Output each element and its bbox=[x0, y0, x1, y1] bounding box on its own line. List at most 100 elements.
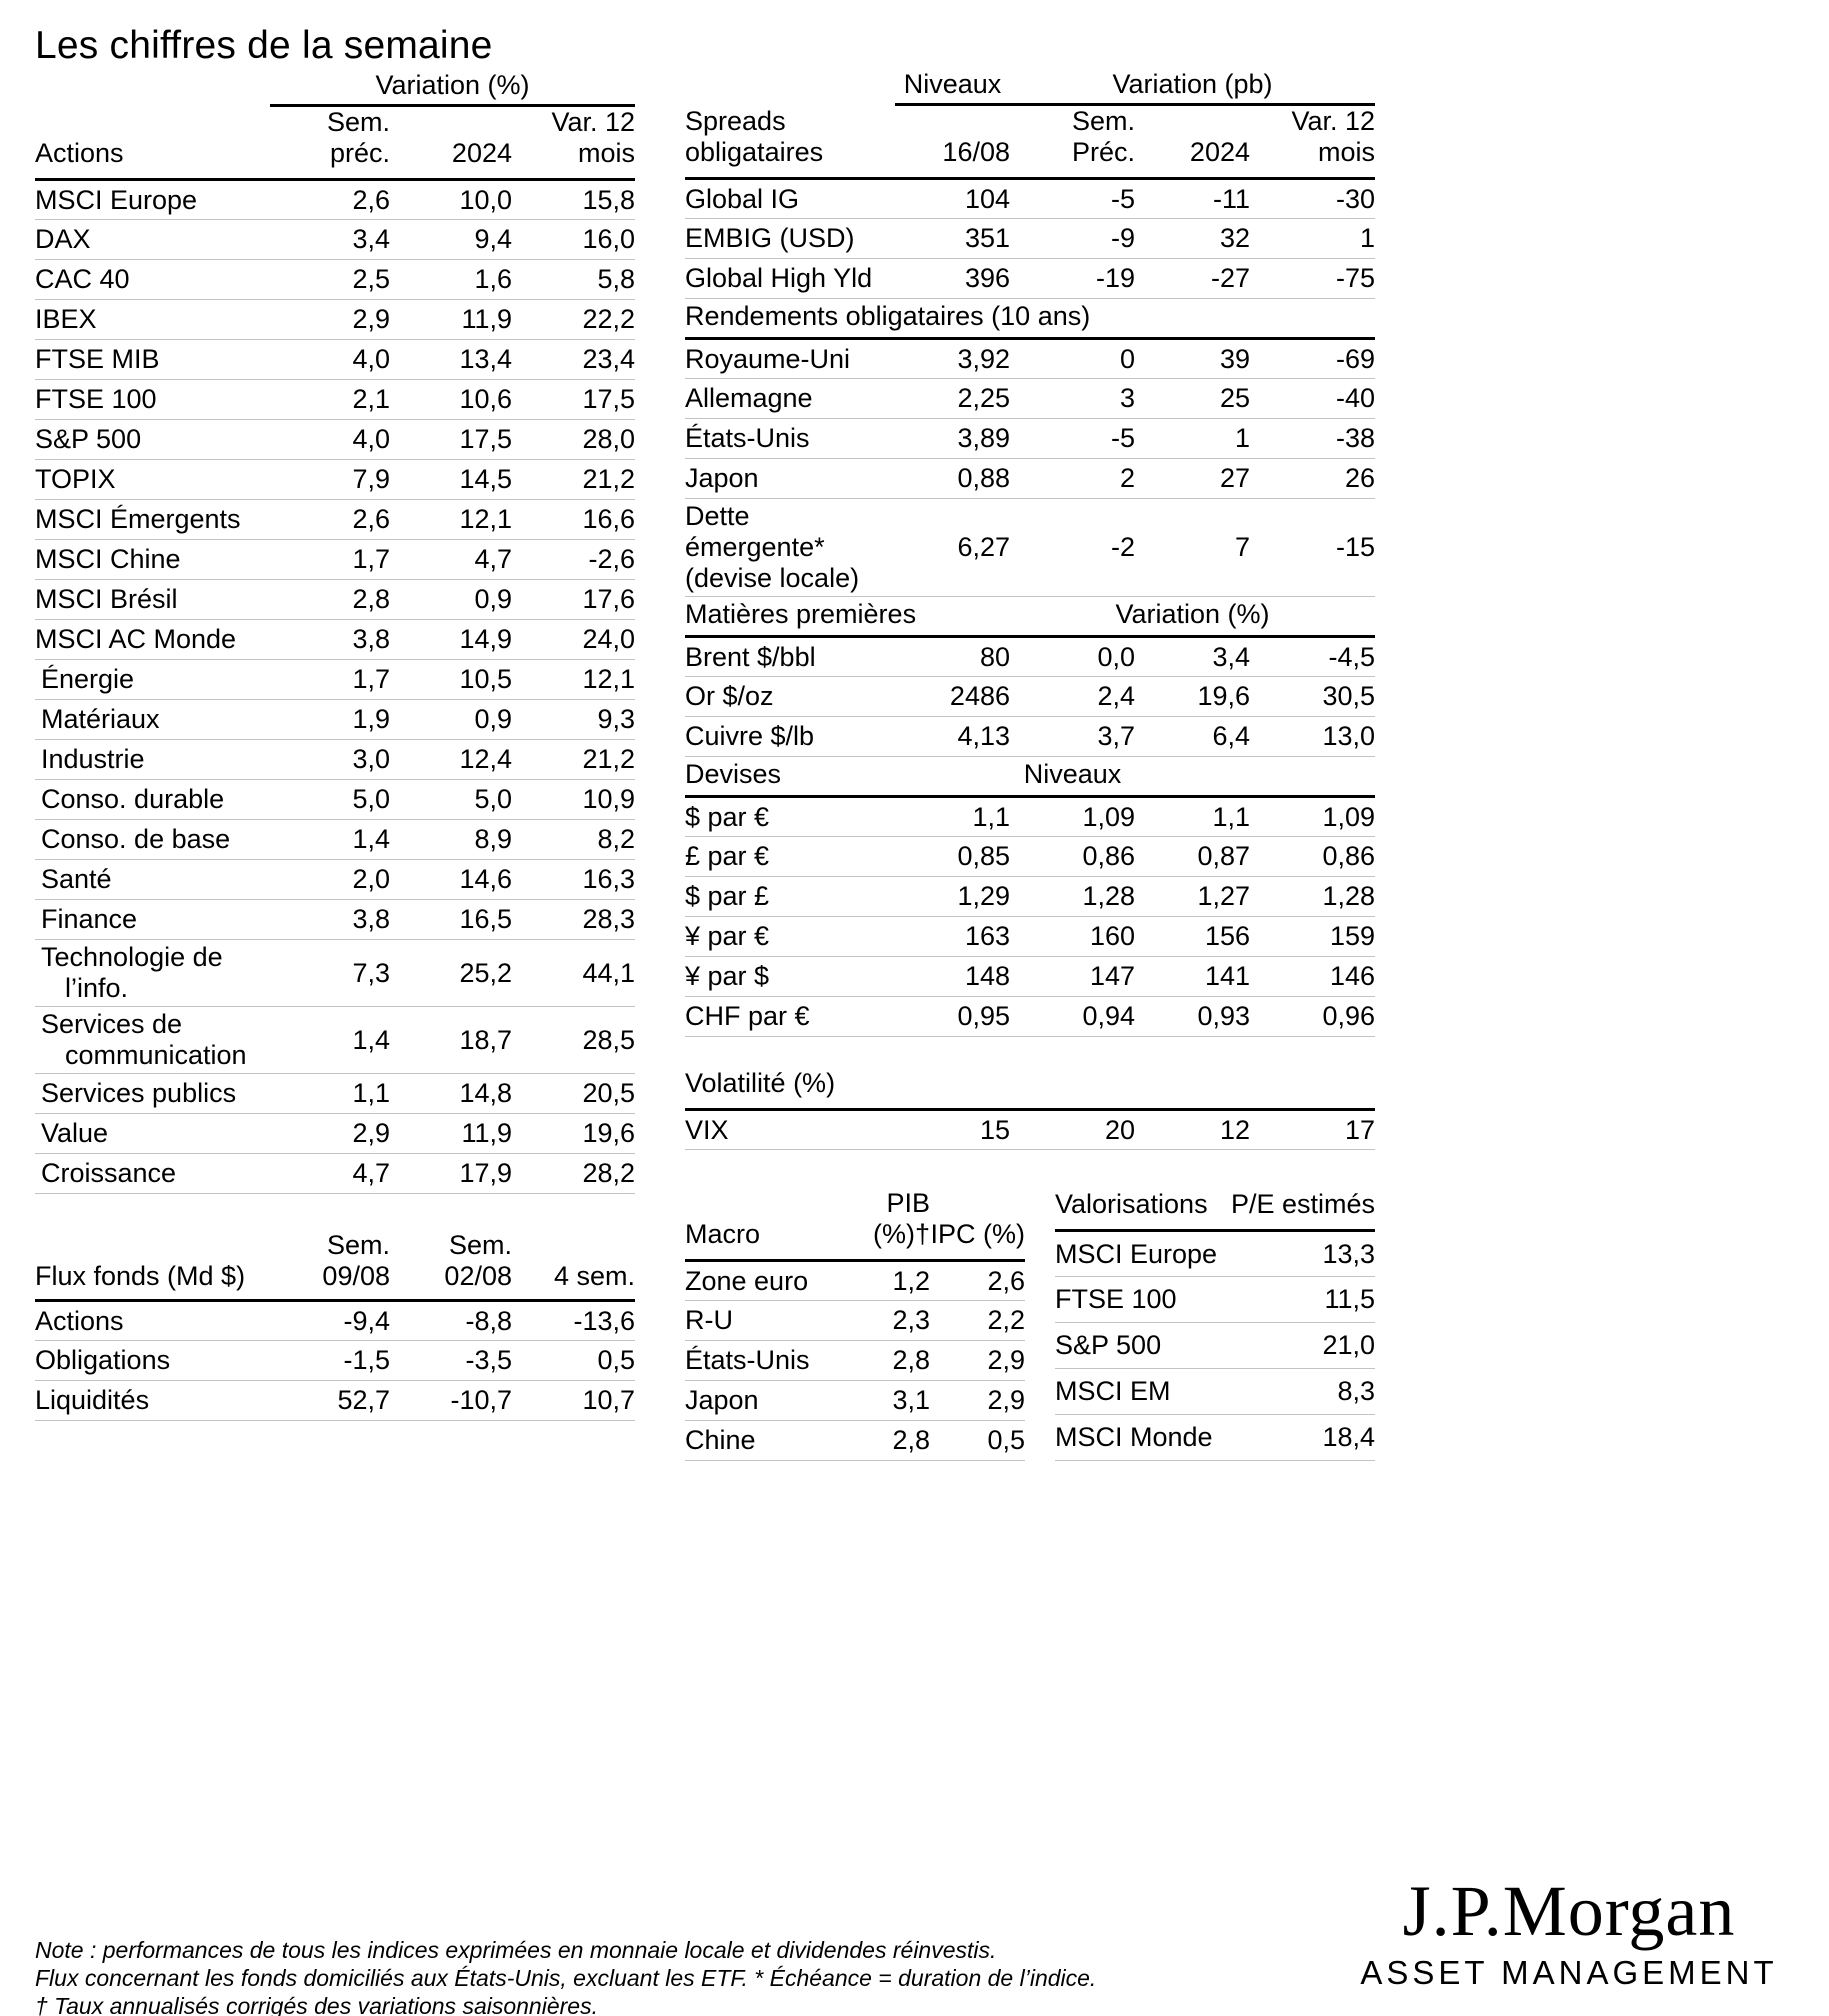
cell-value: 52,7 bbox=[270, 1380, 390, 1421]
volatility-table: Volatilité (%) VIX 15 20 12 17 bbox=[685, 1067, 1376, 1150]
cell-value: 15,8 bbox=[512, 179, 636, 220]
cell-value: 1 bbox=[1250, 218, 1375, 259]
logo-subtitle: ASSET MANAGEMENT bbox=[1360, 1954, 1778, 1991]
table-row: MSCI Europe 2,6 10,0 15,8 bbox=[35, 179, 636, 220]
row-label: Chine bbox=[685, 1420, 835, 1461]
cell-value: 17,5 bbox=[512, 379, 636, 420]
row-label: États-Unis bbox=[685, 1340, 835, 1381]
cell-value: -27 bbox=[1135, 258, 1250, 299]
bonds-commodities-currencies-table: Niveaux Variation (pb) Spreads obligatai… bbox=[685, 60, 1375, 1037]
note-line: Note : performances de tous les indices … bbox=[35, 1937, 997, 1963]
cell-value: 21,2 bbox=[512, 739, 636, 780]
row-label: TOPIX bbox=[35, 459, 270, 500]
section-title: Matières premières bbox=[685, 596, 1010, 638]
cell-value: 6,4 bbox=[1135, 716, 1250, 757]
cell-value: 3,8 bbox=[270, 619, 390, 660]
cell-value: 22,2 bbox=[512, 299, 636, 340]
cell-value: 1,9 bbox=[270, 699, 390, 740]
page-title: Les chiffres de la semaine bbox=[35, 24, 493, 67]
table-row: Conso. durable 5,0 5,0 10,9 bbox=[35, 779, 636, 820]
row-label: Santé bbox=[35, 859, 270, 900]
table-row: Matériaux 1,9 0,9 9,3 bbox=[35, 699, 636, 740]
cell-value: 1,6 bbox=[390, 259, 512, 300]
cell-value: -13,6 bbox=[512, 1300, 635, 1341]
cell-value: 10,9 bbox=[512, 779, 636, 820]
row-label: Services publics bbox=[35, 1073, 270, 1114]
cell-value: 18,7 bbox=[390, 1006, 512, 1074]
note-line: Flux concernant les fonds domiciliés aux… bbox=[35, 1965, 1097, 1991]
row-label: États-Unis bbox=[685, 418, 895, 459]
cell-value: 2,9 bbox=[930, 1340, 1025, 1381]
cell-value: 0,86 bbox=[1250, 836, 1375, 877]
column-header-prev-week: Sem. préc. bbox=[270, 105, 390, 181]
table-row: Global High Yld 396 -19 -27 -75 bbox=[685, 258, 1375, 299]
table-row: MSCI Monde 18,4 bbox=[1055, 1414, 1375, 1461]
column-header-row: Actions Sem. préc. 2024 Var. 12 mois bbox=[35, 105, 636, 181]
section-title: Rendements obligataires (10 ans) bbox=[685, 298, 1375, 340]
table-row: Allemagne 2,25 3 25 -40 bbox=[685, 378, 1375, 419]
table-row: EMBIG (USD) 351 -9 32 1 bbox=[685, 218, 1375, 259]
group-header-spacer bbox=[35, 70, 270, 106]
column-header-2024: 2024 bbox=[390, 105, 512, 181]
cell-value: 14,6 bbox=[390, 859, 512, 900]
table-row: Dette émergente* (devise locale) 6,27 -2 7-… bbox=[685, 498, 1375, 597]
table-row: Obligations -1,5 -3,5 0,5 bbox=[35, 1340, 635, 1381]
cell-value: -9,4 bbox=[270, 1300, 390, 1341]
row-label: MSCI Europe bbox=[1055, 1230, 1225, 1277]
cell-value: 5,8 bbox=[512, 259, 636, 300]
table-row: MSCI AC Monde 3,8 14,9 24,0 bbox=[35, 619, 636, 660]
cell-value: 2,2 bbox=[930, 1300, 1025, 1341]
cell-value: 2,1 bbox=[270, 379, 390, 420]
table-row: Chine 2,8 0,5 bbox=[685, 1420, 1025, 1461]
table-row: Or $/oz 2486 2,4 19,6 30,5 bbox=[685, 676, 1375, 717]
table-row: Conso. de base 1,4 8,9 8,2 bbox=[35, 819, 636, 860]
cell-value: -1,5 bbox=[270, 1340, 390, 1381]
group-header-spacer bbox=[685, 60, 895, 105]
cell-value: 1,27 bbox=[1135, 876, 1250, 917]
section-row: Rendements obligataires (10 ans) bbox=[685, 298, 1375, 340]
cell-value: 147 bbox=[1010, 956, 1135, 997]
table-row: £ par €0,85 0,86 0,87 0,86 bbox=[685, 836, 1375, 877]
column-header-row: Macro PIB (%)† IPC (%) bbox=[685, 1188, 1025, 1262]
cell-value: 12,1 bbox=[390, 499, 512, 540]
macro-table: Macro PIB (%)† IPC (%) Zone euro 1,2 2,6 R-… bbox=[685, 1188, 1025, 1461]
row-label: CAC 40 bbox=[35, 259, 270, 300]
table-row: S&P 500 21,0 bbox=[1055, 1322, 1375, 1369]
cell-value: 12,1 bbox=[512, 659, 636, 700]
cell-value: 4,13 bbox=[895, 716, 1010, 757]
row-label: Japon bbox=[685, 458, 895, 499]
cell-value: 27 bbox=[1135, 458, 1250, 499]
cell-value: -4,5 bbox=[1250, 636, 1375, 677]
row-label: VIX bbox=[685, 1109, 895, 1150]
left-column: Variation (%) Actions Sem. préc. 2024 Va… bbox=[35, 70, 636, 1421]
table-row: Cuivre $/lb 4,13 3,7 6,4 13,0 bbox=[685, 716, 1375, 757]
table-row: FTSE MIB 4,0 13,4 23,4 bbox=[35, 339, 636, 380]
cell-value: 25,2 bbox=[390, 939, 512, 1007]
cell-value: 28,2 bbox=[512, 1153, 636, 1194]
cell-value: 25 bbox=[1135, 378, 1250, 419]
table-row: Santé 2,0 14,6 16,3 bbox=[35, 859, 636, 900]
column-header-pe-estimates: P/E estimés bbox=[1225, 1188, 1375, 1232]
table-row: FTSE 100 11,5 bbox=[1055, 1276, 1375, 1323]
table-row: Brent $/bbl 80 0,0 3,4 -4,5 bbox=[685, 636, 1375, 677]
cell-value: 16,5 bbox=[390, 899, 512, 940]
cell-value: 17,6 bbox=[512, 579, 636, 620]
cell-value: 0,94 bbox=[1010, 996, 1135, 1037]
row-label: MSCI Brésil bbox=[35, 579, 270, 620]
cell-value: 15 bbox=[895, 1109, 1010, 1150]
section-row: Matières premières Variation (%) bbox=[685, 596, 1375, 638]
cell-value: 1,4 bbox=[270, 1006, 390, 1074]
cell-value: 1,1 bbox=[270, 1073, 390, 1114]
cell-value: 4,7 bbox=[270, 1153, 390, 1194]
cell-value: -5 bbox=[1010, 178, 1135, 219]
jpmorgan-logo: J.P.Morgan ASSET MANAGEMENT bbox=[1348, 1874, 1790, 1992]
cell-value: 2 bbox=[1010, 458, 1135, 499]
cell-value: 7 bbox=[1135, 498, 1250, 597]
cell-value: 14,9 bbox=[390, 619, 512, 660]
table-row: États-Unis 3,89 -5 1 -38 bbox=[685, 418, 1375, 459]
table-row: Technologie de l’info. 7,3 25,2 44,1 bbox=[35, 939, 636, 1007]
cell-value: 1,29 bbox=[895, 876, 1010, 917]
cell-value: 3 bbox=[1010, 378, 1135, 419]
table-row: Finance 3,8 16,5 28,3 bbox=[35, 899, 636, 940]
column-header-actions: Actions bbox=[35, 105, 270, 181]
